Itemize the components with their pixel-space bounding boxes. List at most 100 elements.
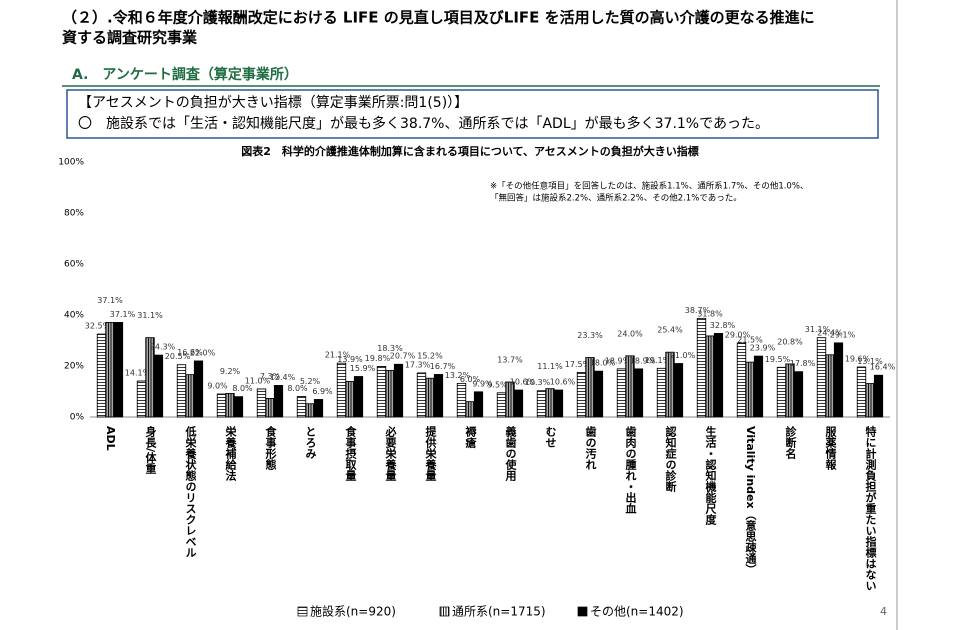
bar bbox=[816, 337, 827, 418]
value-label: 29.0% bbox=[725, 331, 751, 340]
bar bbox=[273, 385, 284, 418]
value-label: 31.1% bbox=[805, 325, 831, 334]
value-label: 19.8% bbox=[365, 354, 391, 363]
bar bbox=[193, 360, 204, 418]
legend-item bbox=[297, 606, 308, 617]
bar bbox=[865, 383, 875, 418]
bar bbox=[793, 371, 804, 418]
value-label: 15.9% bbox=[350, 364, 376, 373]
bar bbox=[433, 374, 444, 418]
bar bbox=[545, 388, 555, 418]
value-label: 15.2% bbox=[417, 352, 443, 361]
bar bbox=[185, 374, 195, 418]
page-number: 4 bbox=[880, 605, 887, 618]
value-label: 38.7% bbox=[685, 306, 711, 315]
value-label: 16.7% bbox=[430, 362, 456, 371]
chart-title: 図表2 科学的介護推進体制加算に含まれる項目について、アセスメントの負担が大きい… bbox=[241, 144, 699, 158]
bar bbox=[96, 333, 107, 418]
value-label: 5.2% bbox=[300, 377, 321, 386]
value-label: 23.3% bbox=[577, 331, 603, 340]
value-label: 8.0% bbox=[287, 384, 308, 393]
bar bbox=[553, 389, 564, 418]
legend-item bbox=[577, 606, 588, 617]
bar bbox=[105, 322, 115, 418]
bar bbox=[113, 322, 124, 418]
x-tick-label: 褥瘡 bbox=[464, 425, 478, 449]
bar bbox=[353, 376, 364, 418]
summary-text: 〇 施設系では「生活・認知機能尺度」が最も多く38.7%、通所系では「ADL」が… bbox=[78, 115, 769, 132]
value-label: 10.6% bbox=[510, 377, 536, 386]
y-tick-label: 0% bbox=[70, 413, 85, 423]
bar bbox=[673, 363, 684, 418]
value-label: 21.5% bbox=[737, 336, 763, 345]
x-tick-label: 認知症の診断 bbox=[664, 425, 678, 493]
value-label: 20.5% bbox=[165, 352, 191, 361]
bar bbox=[416, 372, 427, 418]
value-label: 24.0% bbox=[617, 329, 643, 338]
bar bbox=[496, 392, 507, 418]
y-tick-label: 40% bbox=[64, 311, 84, 321]
bar bbox=[833, 342, 844, 418]
bar bbox=[233, 396, 244, 418]
value-label: 21.1% bbox=[325, 351, 351, 360]
bar bbox=[656, 367, 667, 418]
section-heading: A. アンケート調査（算定事業所） bbox=[72, 66, 298, 83]
value-label: 18.9% bbox=[630, 356, 656, 365]
x-tick-label: ADL bbox=[104, 426, 117, 451]
bar bbox=[745, 361, 755, 418]
value-label: 25.4% bbox=[657, 326, 683, 335]
value-label: 37.1% bbox=[110, 310, 136, 319]
value-label: 18.3% bbox=[377, 344, 403, 353]
value-label: 14.1% bbox=[125, 369, 151, 378]
annotation: ※「その他任意項目」を回答したのは、施設系1.1%、通所系1.7%、その他1.0… bbox=[490, 181, 808, 192]
bar bbox=[345, 381, 355, 418]
bar bbox=[425, 377, 435, 418]
value-label: 32.8% bbox=[710, 321, 736, 330]
value-label: 19.5% bbox=[765, 355, 791, 364]
value-label: 17.8% bbox=[790, 359, 816, 368]
value-label: 23.9% bbox=[750, 344, 776, 353]
value-label: 18.9% bbox=[605, 356, 631, 365]
bar bbox=[536, 390, 547, 418]
value-label: 10.6% bbox=[550, 377, 576, 386]
value-label: 9.9% bbox=[472, 379, 493, 388]
bar bbox=[873, 374, 884, 418]
value-label: 6.0% bbox=[460, 375, 481, 384]
bar bbox=[456, 382, 467, 418]
bar bbox=[513, 389, 524, 418]
value-label: 29.1% bbox=[830, 330, 856, 339]
bar bbox=[216, 393, 227, 418]
x-tick-label: 必要栄養量 bbox=[384, 425, 398, 481]
bar bbox=[696, 317, 707, 418]
value-label: 31.1% bbox=[137, 311, 163, 320]
value-label: 24.3% bbox=[150, 343, 176, 352]
value-label: 9.2% bbox=[220, 367, 241, 376]
value-label: 17.5% bbox=[565, 360, 591, 369]
value-label: 19.1% bbox=[645, 356, 671, 365]
value-label: 32.5% bbox=[85, 322, 111, 331]
legend-swatch bbox=[439, 606, 450, 617]
value-label: 9.5% bbox=[487, 380, 508, 389]
value-label: 13.2% bbox=[445, 371, 471, 380]
y-tick-label: 20% bbox=[64, 362, 84, 372]
bar bbox=[753, 355, 764, 418]
page-title: （２）.令和６年度介護報酬改定における LIFE の見直し項目及びLIFE を活… bbox=[62, 9, 815, 27]
legend-label: その他(n=1402) bbox=[590, 605, 684, 619]
x-tick-label: 歯の汚れ bbox=[584, 425, 597, 470]
value-label: 13.7% bbox=[497, 356, 523, 365]
x-tick-label: 身長/体重 bbox=[144, 425, 157, 474]
bar bbox=[296, 396, 307, 418]
value-label: 18.0% bbox=[590, 359, 616, 368]
legend-item bbox=[439, 606, 450, 617]
bar bbox=[473, 391, 484, 418]
bar bbox=[505, 381, 515, 418]
value-label: 20.7% bbox=[390, 352, 416, 361]
value-label: 19.6% bbox=[845, 355, 871, 364]
bar bbox=[376, 366, 387, 418]
y-tick-label: 80% bbox=[64, 209, 84, 219]
value-label: 12.4% bbox=[270, 373, 296, 382]
bar bbox=[576, 372, 587, 418]
value-label: 17.3% bbox=[405, 360, 431, 369]
value-label: 8.0% bbox=[232, 384, 253, 393]
